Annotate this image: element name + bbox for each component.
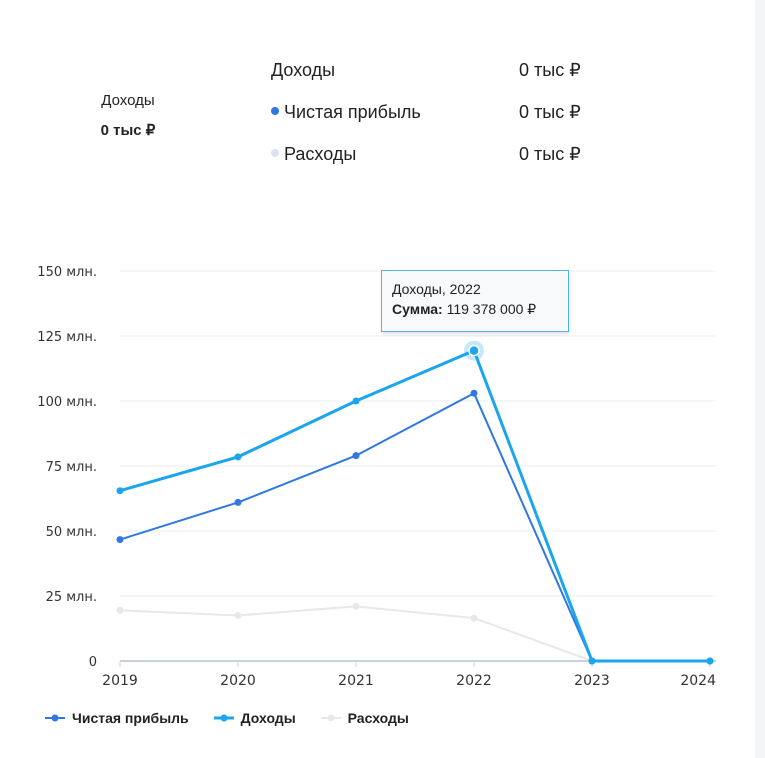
data-point-profit[interactable] [470,389,478,397]
summary-row-expenses: Расходы 0 тыс ₽ [271,144,611,186]
tooltip-sum-value: 119 378 000 ₽ [446,301,537,317]
line-chart: 0 25 млн. 50 млн. 75 млн. 100 млн. 125 млн. 15… [37,265,716,689]
y-tick-label: 0 [89,655,97,670]
legend-item-expenses[interactable]: Расходы [320,710,409,726]
profit-dot-icon [271,107,279,116]
legend-expenses-line-icon [320,714,341,722]
series-expenses [116,602,714,665]
y-tick-label: 50 млн. [46,525,97,540]
legend-income-line-icon [213,714,234,722]
summary-selected-label: Доходы [101,92,155,109]
data-point-profit[interactable] [234,498,242,506]
data-point-expenses[interactable] [470,614,478,622]
y-tick-label: 25 млн. [46,590,97,605]
y-tick-label: 75 млн. [46,460,97,475]
summary-row-expenses-value: 0 тыс ₽ [519,144,581,164]
data-point-income[interactable] [352,397,360,405]
data-point-profit[interactable] [352,452,360,460]
y-tick-label: 125 млн. [37,330,97,345]
summary-row-expenses-label: Расходы [284,144,357,164]
series-profit [116,389,714,665]
x-axis-ticks: 2019 2020 2021 2022 2023 2024 [102,661,716,689]
summary-selected: Доходы 0 тыс ₽ [60,92,196,139]
data-point-expenses[interactable] [116,606,124,614]
x-tick-label: 2024 [680,673,716,689]
x-tick-label: 2022 [456,673,492,689]
expenses-dot-icon [271,149,279,158]
data-point-expenses[interactable] [352,602,360,610]
x-tick-label: 2020 [220,673,256,689]
summary-row-income: Доходы 0 тыс ₽ [271,60,611,102]
summary-row-profit: Чистая прибыль 0 тыс ₽ [271,102,611,144]
x-tick-label: 2023 [574,673,610,689]
summary-row-income-label: Доходы [271,60,336,80]
y-tick-label: 100 млн. [37,395,97,410]
data-point-profit[interactable] [116,536,124,544]
summary-row-profit-value: 0 тыс ₽ [519,102,581,122]
data-point-expenses[interactable] [234,612,242,619]
x-tick-label: 2021 [338,673,374,689]
series-line-expenses [119,605,710,662]
chart-legend: Чистая прибыль Доходы Расходы [44,710,409,726]
series-line-profit [119,392,710,662]
data-point-income[interactable] [588,657,596,665]
y-axis-ticks: 0 25 млн. 50 млн. 75 млн. 100 млн. 125 млн. 15… [37,265,97,670]
summary-table: Доходы 0 тыс ₽ Чистая прибыль 0 тыс ₽ Ра… [271,60,611,186]
legend-profit-label: Чистая прибыль [72,710,189,726]
legend-item-profit[interactable]: Чистая прибыль [44,710,189,726]
summary-row-profit-label: Чистая прибыль [284,102,421,122]
y-tick-label: 150 млн. [37,265,97,280]
chart-tooltip: Доходы, 2022 Сумма: 119 378 000 ₽ [381,270,569,332]
series-income [116,340,714,665]
tooltip-title: Доходы, 2022 [392,281,481,297]
legend-profit-line-icon [45,714,65,722]
data-point-income[interactable] [116,487,124,495]
data-point-income[interactable] [706,657,714,665]
legend-item-income[interactable]: Доходы [213,710,296,726]
data-point-income[interactable] [234,453,242,461]
series-line-income [119,349,710,663]
legend-expenses-label: Расходы [347,710,409,726]
x-tick-label: 2019 [102,673,138,689]
chart-series [116,340,714,665]
tooltip-sum-label: Сумма: [392,301,443,317]
data-point-income[interactable] [468,344,480,357]
legend-income-label: Доходы [240,710,296,726]
summary-row-income-value: 0 тыс ₽ [519,60,581,80]
summary-selected-value: 0 тыс ₽ [100,122,156,139]
